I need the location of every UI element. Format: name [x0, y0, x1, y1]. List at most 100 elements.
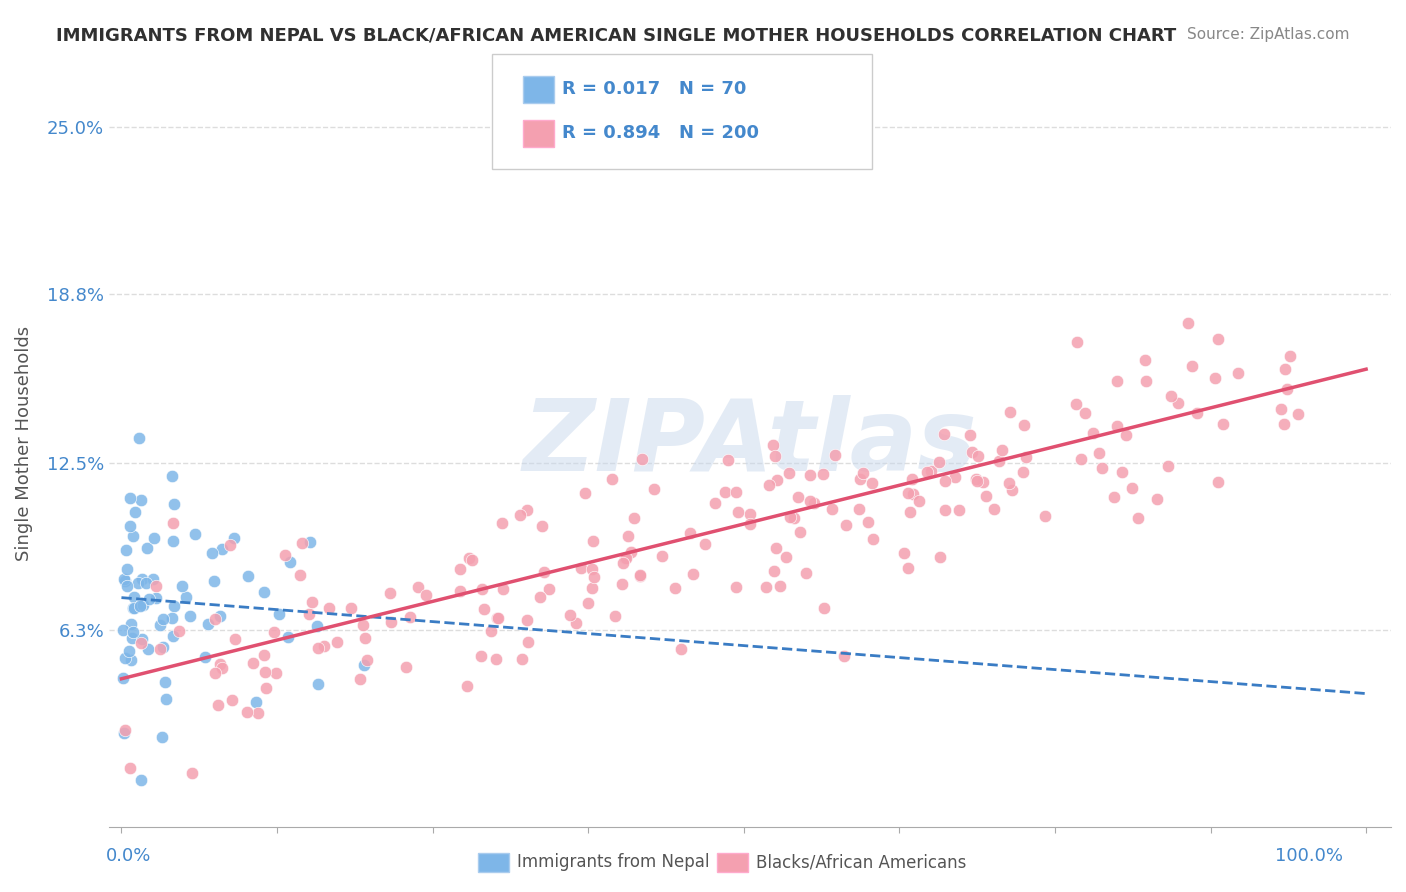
Point [471, 582, 494, 597]
Point [1115, 428, 1137, 442]
Point [129, 492, 152, 507]
Point [533, 566, 555, 580]
Point [965, 472, 987, 486]
Point [1081, 425, 1104, 440]
Point [479, 624, 502, 639]
Point [118, 491, 141, 505]
Point [1177, 316, 1199, 330]
Point [149, 618, 172, 632]
Point [948, 503, 970, 517]
Point [219, 538, 242, 552]
Point [794, 566, 817, 580]
Point [898, 505, 921, 519]
Point [395, 659, 418, 673]
Point [242, 656, 264, 670]
Point [778, 466, 800, 480]
Point [236, 569, 259, 583]
Point [901, 487, 924, 501]
Point [131, 572, 153, 586]
Point [122, 624, 145, 639]
Point [406, 580, 429, 594]
Point [974, 489, 997, 503]
Point [167, 624, 190, 639]
Point [136, 642, 159, 657]
Text: Blacks/African Americans: Blacks/African Americans [756, 853, 967, 871]
Point [299, 534, 322, 549]
Point [1212, 417, 1234, 431]
Point [129, 772, 152, 787]
Point [783, 510, 806, 524]
Point [987, 454, 1010, 468]
Point [485, 611, 508, 625]
Point [1160, 389, 1182, 403]
Point [1087, 446, 1109, 460]
Point [118, 519, 141, 533]
Point [915, 466, 938, 480]
Point [349, 672, 371, 686]
Point [118, 643, 141, 657]
Point [114, 574, 136, 588]
Point [1070, 452, 1092, 467]
Point [197, 616, 219, 631]
Point [765, 541, 787, 556]
Point [274, 548, 297, 562]
Point [380, 615, 402, 630]
Point [112, 573, 135, 587]
Point [516, 503, 538, 517]
Point [967, 449, 990, 463]
Point [318, 601, 340, 615]
Point [848, 501, 870, 516]
Text: Immigrants from Nepal: Immigrants from Nepal [517, 853, 710, 871]
Point [354, 631, 377, 645]
Point [253, 584, 276, 599]
Point [181, 766, 204, 780]
Point [1014, 418, 1036, 433]
Point [582, 570, 605, 584]
Point [264, 665, 287, 680]
Point [179, 608, 201, 623]
Point [856, 515, 879, 529]
Point [129, 599, 152, 613]
Point [1226, 366, 1249, 380]
Point [1157, 458, 1180, 473]
Point [1126, 511, 1149, 525]
Point [775, 549, 797, 564]
Point [204, 665, 226, 680]
Point [398, 609, 420, 624]
Point [211, 541, 233, 556]
Point [538, 582, 561, 596]
Point [628, 568, 651, 582]
Point [581, 562, 603, 576]
Point [378, 585, 401, 599]
Point [235, 705, 257, 719]
Point [124, 505, 146, 519]
Point [253, 648, 276, 663]
Point [762, 438, 785, 452]
Point [959, 428, 981, 442]
Point [574, 485, 596, 500]
Point [162, 516, 184, 530]
Point [491, 516, 513, 530]
Point [312, 639, 335, 653]
Point [277, 630, 299, 644]
Point [1091, 461, 1114, 475]
Point [1121, 481, 1143, 495]
Point [631, 451, 654, 466]
Point [651, 549, 673, 564]
Point [934, 503, 956, 517]
Point [998, 475, 1021, 490]
Point [1105, 418, 1128, 433]
Point [208, 657, 231, 671]
Point [201, 546, 224, 560]
Point [150, 730, 173, 744]
Point [860, 475, 883, 490]
Point [529, 590, 551, 604]
Point [821, 502, 844, 516]
Point [852, 466, 875, 480]
Point [486, 611, 509, 625]
Point [155, 675, 177, 690]
Point [897, 485, 920, 500]
Point [835, 518, 858, 533]
Point [1274, 417, 1296, 431]
Point [461, 553, 484, 567]
